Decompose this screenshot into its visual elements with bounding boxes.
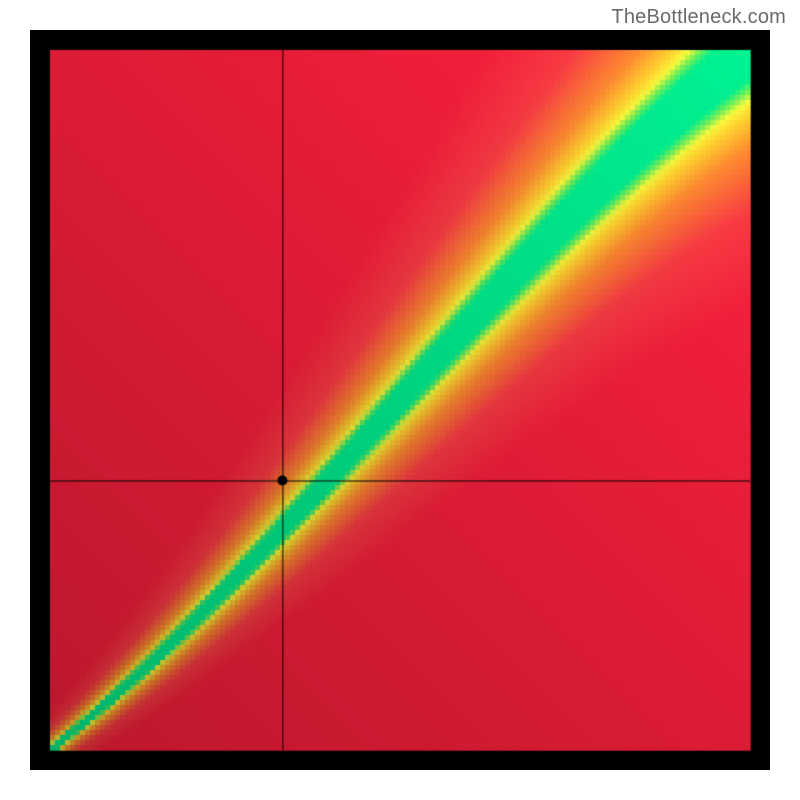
watermark-text: TheBottleneck.com (611, 6, 786, 29)
bottleneck-heatmap (30, 30, 770, 770)
chart-frame (30, 30, 770, 770)
